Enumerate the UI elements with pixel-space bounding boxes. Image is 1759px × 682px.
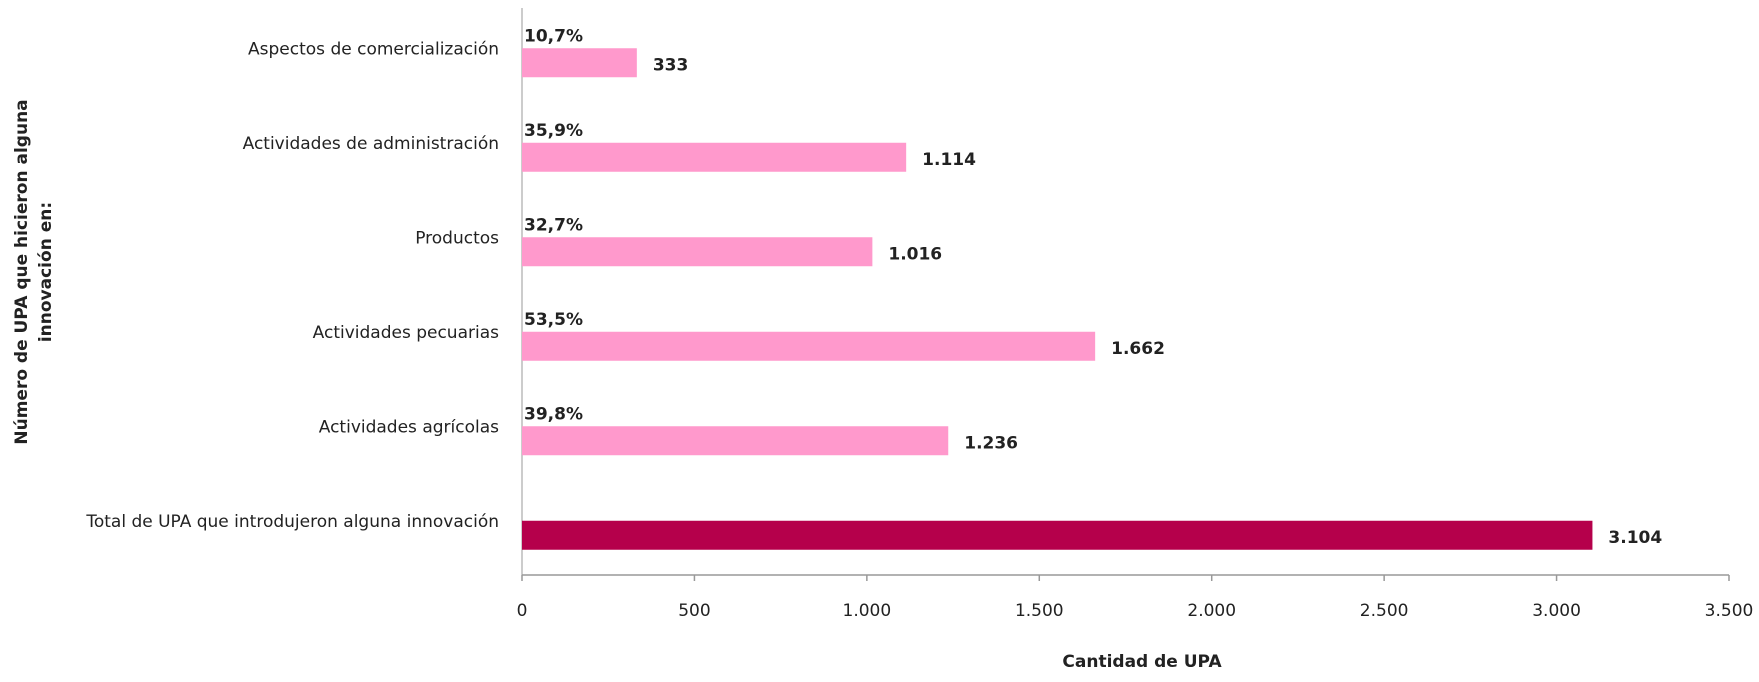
x-tick-label: 500 [678, 601, 710, 621]
bar [522, 331, 1096, 361]
share-label: 10,7% [524, 26, 583, 46]
y-tick-label: Total de UPA que introdujeron alguna inn… [85, 512, 499, 532]
y-axis-label-group: Número de UPA que hicieron alguna innova… [12, 99, 56, 444]
y-tick-label: Productos [415, 228, 499, 248]
value-label: 333 [653, 55, 689, 75]
bar [522, 142, 907, 172]
y-axis-label: Número de UPA que hicieron alguna [12, 99, 32, 444]
value-label: 1.114 [922, 150, 976, 170]
y-axis-label: innovación en: [36, 202, 56, 342]
y-tick-label: Aspectos de comercialización [248, 39, 499, 59]
share-label: 53,5% [524, 310, 583, 330]
share-label: 32,7% [524, 215, 583, 235]
x-tick-label: 0 [517, 601, 528, 621]
value-label: 1.016 [888, 244, 942, 264]
y-tick-label: Actividades pecuarias [313, 323, 499, 343]
bar [522, 520, 1593, 550]
x-tick-label: 2.000 [1187, 601, 1236, 621]
bar [522, 237, 873, 267]
bar [522, 426, 949, 456]
share-label: 35,9% [524, 121, 583, 141]
x-tick-label: 3.000 [1532, 601, 1581, 621]
y-tick-label: Actividades agrícolas [319, 417, 499, 437]
value-label: 3.104 [1608, 528, 1662, 548]
x-tick-label: 3.500 [1705, 601, 1754, 621]
value-label: 1.662 [1111, 339, 1165, 359]
x-tick-label: 2.500 [1360, 601, 1409, 621]
value-label: 1.236 [964, 433, 1018, 453]
x-axis-label: Cantidad de UPA [1062, 652, 1222, 672]
share-label: 39,8% [524, 404, 583, 424]
x-tick-label: 1.500 [1015, 601, 1064, 621]
y-tick-label: Actividades de administración [243, 134, 499, 154]
bar [522, 48, 637, 78]
x-tick-label: 1.000 [843, 601, 892, 621]
